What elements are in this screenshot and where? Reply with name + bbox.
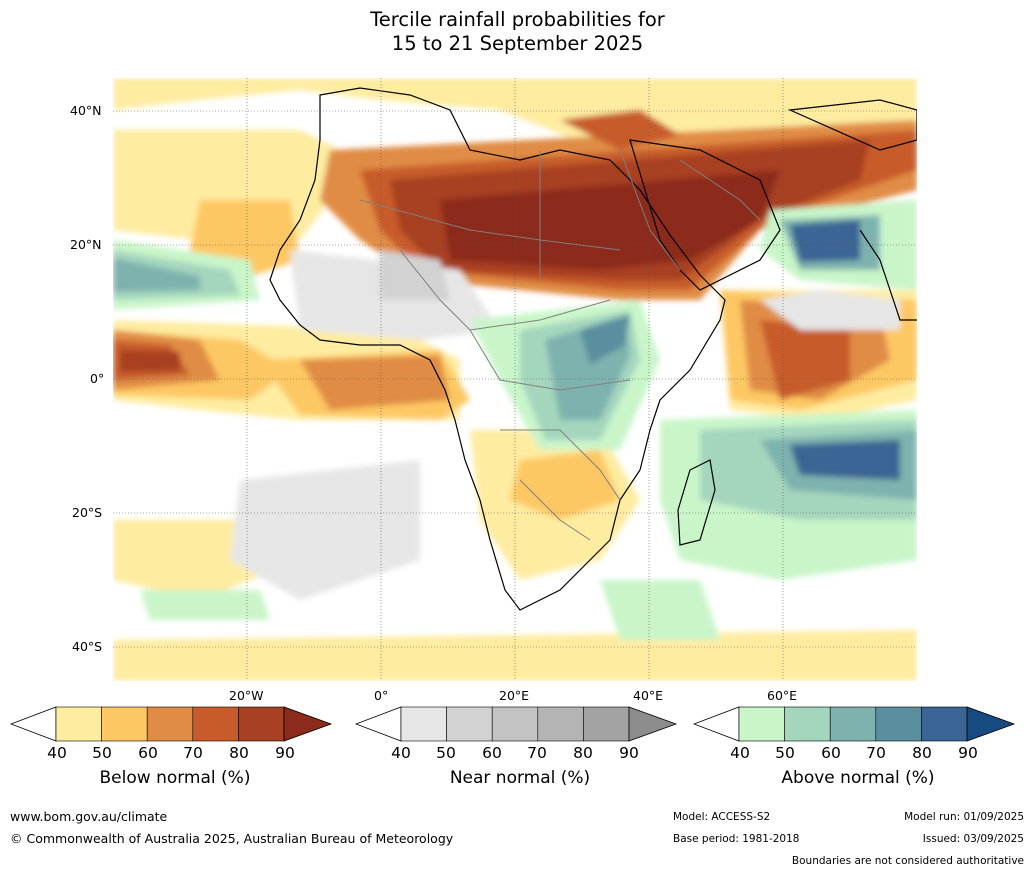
above-swatch-low-extend [693, 706, 740, 742]
near-swatch-2 [446, 706, 493, 742]
near-swatch-low-extend [355, 706, 402, 742]
above-swatch-2 [784, 706, 831, 742]
below-tick-80: 80 [229, 744, 249, 762]
footer-base-period: Base period: 1981-2018 [673, 833, 800, 845]
above-tick-90: 90 [958, 744, 978, 762]
near-tick-90: 90 [619, 744, 639, 762]
footer-issued: Issued: 03/09/2025 [922, 833, 1024, 845]
below-tick-40: 40 [47, 744, 67, 762]
colorbar-near-normal: 40 50 60 70 80 90 Near normal (%) [355, 700, 685, 800]
near-swatch-4 [537, 706, 584, 742]
above-tick-40: 40 [730, 744, 750, 762]
below-tick-50: 50 [92, 744, 112, 762]
colorbar-above-normal: 40 50 60 70 80 90 Above normal (%) [693, 700, 1023, 800]
below-tick-70: 70 [183, 744, 203, 762]
near-swatch-3 [491, 706, 539, 742]
below-swatch-1 [55, 706, 102, 742]
near-tick-50: 50 [436, 744, 456, 762]
colorbar-near-caption: Near normal (%) [449, 768, 591, 788]
near-swatch-5 [583, 706, 630, 742]
near-tick-70: 70 [527, 744, 547, 762]
lon-label-40e: 40°E [633, 688, 664, 703]
colorbar-above-swatches [693, 706, 1016, 742]
colorbar-below-caption: Below normal (%) [99, 768, 251, 788]
chart-title: Tercile rainfall probabilities for 15 to… [0, 8, 1035, 56]
footer-copyright: © Commonwealth of Australia 2025, Austra… [10, 831, 454, 846]
below-tick-60: 60 [138, 744, 158, 762]
colorbar-above-caption: Above normal (%) [781, 768, 935, 788]
title-line-1: Tercile rainfall probabilities for [370, 8, 665, 31]
colorbar-near-swatches [355, 706, 678, 742]
lat-label-40n: 40°N [70, 103, 102, 118]
near-swatch-1 [400, 706, 447, 742]
above-tick-50: 50 [775, 744, 795, 762]
lat-label-40s: 40°S [72, 639, 103, 654]
lon-label-20e: 20°E [499, 688, 530, 703]
above-swatch-5 [921, 706, 968, 742]
lat-label-20s: 20°S [72, 505, 103, 520]
above-tick-70: 70 [866, 744, 886, 762]
country-boundaries [359, 149, 761, 541]
lon-label-20w: 20°W [229, 688, 264, 703]
near-tick-60: 60 [482, 744, 502, 762]
below-swatch-3 [146, 706, 194, 742]
above-swatch-high-extend [966, 706, 1016, 742]
lat-label-20n: 20°N [70, 237, 102, 252]
footer-model: Model: ACCESS-S2 [673, 811, 771, 823]
below-swatch-low-extend [10, 706, 57, 742]
colorbar-below-normal: 40 50 60 70 80 90 Below normal (%) [10, 700, 340, 800]
below-swatch-high-extend [283, 706, 333, 742]
above-swatch-4 [875, 706, 922, 742]
lon-label-60e: 60°E [767, 688, 798, 703]
footer-website: www.bom.gov.au/climate [10, 809, 168, 824]
near-tick-80: 80 [573, 744, 593, 762]
below-swatch-5 [238, 706, 285, 742]
above-swatch-3 [829, 706, 877, 742]
above-swatch-1 [738, 706, 785, 742]
title-line-2: 15 to 21 September 2025 [391, 32, 644, 55]
colorbar-below-swatches [10, 706, 333, 742]
footer-model-run: Model run: 01/09/2025 [904, 811, 1024, 823]
near-swatch-high-extend [628, 706, 678, 742]
map-area [113, 78, 917, 681]
lat-label-equator: 0° [90, 371, 105, 386]
above-tick-60: 60 [821, 744, 841, 762]
below-tick-90: 90 [275, 744, 295, 762]
gridlines [113, 78, 917, 681]
above-tick-80: 80 [912, 744, 932, 762]
near-tick-40: 40 [391, 744, 411, 762]
below-swatch-2 [101, 706, 148, 742]
below-swatch-4 [192, 706, 239, 742]
lon-label-0: 0° [374, 688, 389, 703]
footer-boundaries: Boundaries are not considered authoritat… [791, 855, 1024, 867]
